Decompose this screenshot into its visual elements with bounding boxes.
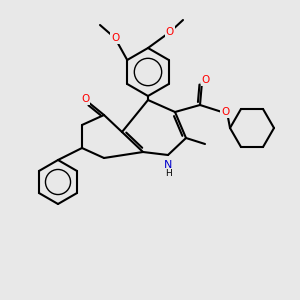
Text: H: H bbox=[165, 169, 171, 178]
Text: O: O bbox=[202, 75, 210, 85]
Text: O: O bbox=[81, 94, 89, 104]
Text: O: O bbox=[111, 33, 119, 43]
Text: O: O bbox=[221, 107, 229, 117]
Text: N: N bbox=[164, 160, 172, 170]
Text: O: O bbox=[166, 27, 174, 37]
